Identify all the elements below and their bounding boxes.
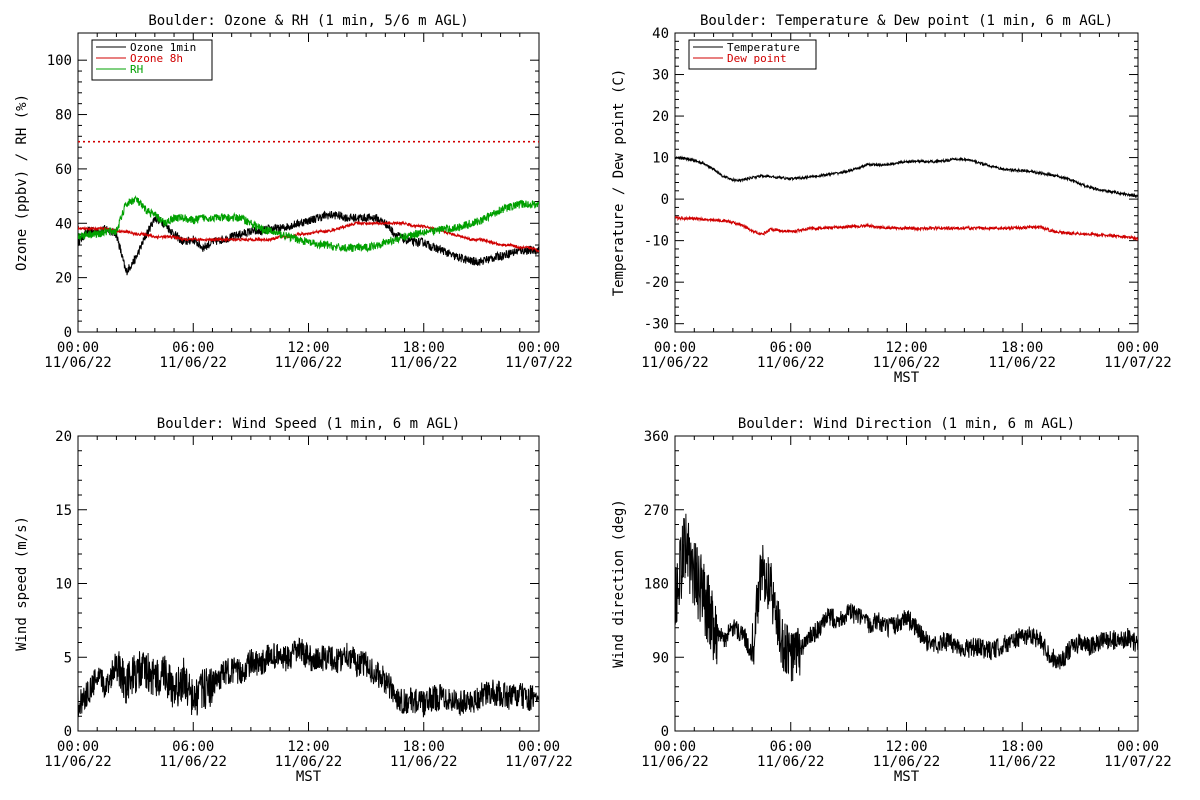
x-tick-label-time: 18:00 [403,739,445,755]
y-tick-label: 10 [55,577,72,593]
y-tick-label: 20 [652,109,669,125]
x-tick-label-date: 11/06/22 [275,754,342,770]
x-tick-label-time: 18:00 [1001,739,1043,755]
ozone-rh-chart: Boulder: Ozone & RH (1 min, 5/6 m AGL) 0 2… [14,13,573,371]
x-tick-label-time: 06:00 [172,340,214,356]
x-tick-label-time: 00:00 [654,739,696,755]
series-line [78,210,539,276]
x-tick-label-time: 06:00 [770,739,812,755]
x-tick-label-time: 12:00 [287,340,329,356]
x-tick-label-date: 11/06/22 [873,754,940,770]
y-axis-label: Wind direction (deg) [611,499,627,668]
y-tick-label: 5 [64,650,72,666]
x-tick-label-date: 11/06/22 [390,355,457,371]
y-tick-label: 80 [55,108,72,124]
y-tick-label: 100 [47,53,72,69]
y-tick-label: 90 [652,650,669,666]
chart-title: Boulder: Ozone & RH (1 min, 5/6 m AGL) [148,13,468,29]
x-tick-label-time: 00:00 [1117,739,1159,755]
y-tick-label: 15 [55,503,72,519]
legend-label: Ozone 8h [130,52,183,65]
y-tick-label: -20 [644,275,669,291]
legend-label: Ozone 1min [130,41,196,54]
x-tick-label-date: 11/07/22 [505,355,572,371]
x-tick-label-time: 06:00 [770,340,812,356]
series-line [78,194,539,253]
series-line [675,215,1138,242]
y-tick-label: 360 [644,429,669,445]
x-tick-label-date: 11/06/22 [757,754,824,770]
y-tick-label: 0 [64,724,72,740]
y-tick-label: -30 [644,317,669,333]
x-tick-label-date: 11/06/22 [44,355,111,371]
series-line [78,220,539,253]
y-tick-label: 10 [652,151,669,167]
x-tick-label-time: 18:00 [1001,340,1043,356]
y-tick-label: 30 [652,68,669,84]
y-tick-label: 0 [64,325,72,341]
y-tick-label: 60 [55,162,72,178]
y-tick-label: 180 [644,577,669,593]
x-tick-label-time: 12:00 [885,739,927,755]
series-line [78,637,539,718]
x-tick-label-date: 11/06/22 [989,754,1056,770]
x-tick-label-date: 11/06/22 [160,355,227,371]
x-tick-label-date: 11/06/22 [641,754,708,770]
x-tick-label-time: 00:00 [57,340,99,356]
x-tick-label-date: 11/06/22 [641,355,708,371]
x-tick-label-date: 11/06/22 [160,754,227,770]
chart-title: Boulder: Wind Direction (1 min, 6 m AGL) [738,416,1075,432]
chart-title: Boulder: Wind Speed (1 min, 6 m AGL) [157,416,460,432]
chart-title: Boulder: Temperature & Dew point (1 min,… [700,13,1113,29]
x-tick-label-time: 12:00 [885,340,927,356]
x-axis-label: MST [894,769,920,785]
y-axis-label: Temperature / Dew point (C) [611,69,627,297]
wind-speed-chart: Boulder: Wind Speed (1 min, 6 m AGL) 0 5 10… [14,416,573,785]
y-tick-label: 0 [661,192,669,208]
legend-box [688,39,817,70]
x-tick-label-date: 11/07/22 [1104,355,1171,371]
y-tick-label: -10 [644,234,669,250]
x-tick-label-time: 18:00 [403,340,445,356]
y-tick-label: 20 [55,429,72,445]
x-axis-label: MST [296,769,322,785]
x-tick-label-time: 00:00 [518,739,560,755]
legend-label: Temperature [727,41,800,54]
series-line [675,513,1138,682]
y-axis-label: Ozone (ppbv) / RH (%) [14,94,30,271]
plot-frame [674,435,1139,732]
x-tick-label-date: 11/06/22 [44,754,111,770]
x-tick-label-date: 11/06/22 [275,355,342,371]
legend-label: RH [130,63,143,76]
y-axis-label: Wind speed (m/s) [14,516,30,651]
plot-frame [674,32,1139,333]
x-tick-label-time: 00:00 [1117,340,1159,356]
x-tick-label-time: 12:00 [287,739,329,755]
x-tick-label-date: 11/07/22 [1104,754,1171,770]
x-tick-label-date: 11/07/22 [505,754,572,770]
series-line [675,155,1138,198]
y-tick-label: 20 [55,271,72,287]
x-tick-label-time: 06:00 [172,739,214,755]
x-tick-label-date: 11/06/22 [873,355,940,371]
x-tick-label-time: 00:00 [518,340,560,356]
x-tick-label-time: 00:00 [57,739,99,755]
x-tick-label-date: 11/06/22 [757,355,824,371]
x-tick-label-time: 00:00 [654,340,696,356]
x-tick-label-date: 11/06/22 [390,754,457,770]
x-tick-label-date: 11/06/22 [989,355,1056,371]
y-tick-label: 0 [661,724,669,740]
legend-label: Dew point [727,52,787,65]
x-axis-label: MST [894,370,920,386]
wind-direction-chart: Boulder: Wind Direction (1 min, 6 m AGL)… [611,416,1172,785]
y-tick-label: 40 [652,26,669,42]
temperature-dewpoint-chart: Boulder: Temperature & Dew point (1 min,… [611,13,1172,386]
y-tick-label: 40 [55,216,72,232]
y-tick-label: 270 [644,503,669,519]
